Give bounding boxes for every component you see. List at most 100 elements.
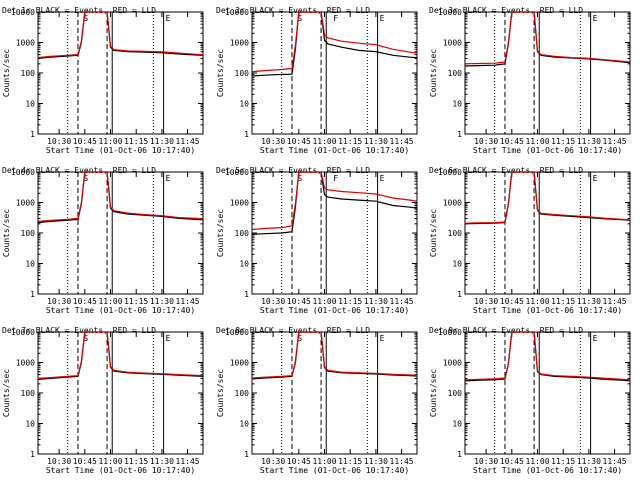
x-tick-label: 11:45: [603, 137, 627, 146]
x-tick-label: 11:30: [577, 297, 601, 306]
y-axis-label: Counts/sec: [216, 209, 225, 257]
marker-label: E: [166, 334, 171, 343]
series-line-events: [464, 171, 631, 225]
x-tick-label: 11:15: [338, 137, 362, 146]
chart-title: Det 5r BLACK = Events, RED = LLD: [216, 166, 370, 175]
marker-label: S: [83, 174, 88, 183]
plot-frame: [251, 11, 418, 135]
y-tick-label: 10000: [438, 8, 462, 17]
x-tick-label: 11:45: [390, 137, 414, 146]
y-tick-label: 1000: [230, 39, 249, 48]
marker-label: S: [83, 334, 88, 343]
x-tick-label: 11:45: [603, 457, 627, 466]
marker-label: E: [166, 14, 171, 23]
y-tick-label: 1000: [443, 199, 462, 208]
y-tick-label: 10: [452, 420, 462, 429]
y-tick-label: 100: [21, 389, 36, 398]
chart-panel-2: Det 2r BLACK = Events, RED = LLD 1 10 100 10…: [216, 6, 418, 155]
x-tick-label: 10:45: [287, 297, 311, 306]
x-tick-label: 10:30: [261, 137, 285, 146]
marker-label: E: [380, 174, 385, 183]
y-axis-label: Counts/sec: [429, 209, 438, 257]
y-axis-label: Counts/sec: [2, 49, 11, 97]
x-tick-label: 11:45: [390, 297, 414, 306]
x-axis-label: Start Time (01-Oct-06 10:17:40): [46, 466, 195, 475]
chart-panel-4: Det 4r BLACK = Events, RED = LLD 1 10 100 10…: [2, 166, 204, 315]
y-tick-label: 10000: [438, 168, 462, 177]
marker-label: E: [166, 174, 171, 183]
x-tick-label: 11:00: [98, 297, 122, 306]
x-tick-label: 11:00: [312, 457, 336, 466]
chart-panel-9: Det 9r BLACK = Events, RED = LLD 1 10 100 10…: [429, 326, 631, 475]
x-tick-label: 11:45: [390, 457, 414, 466]
series-line-events: [37, 11, 204, 59]
x-tick-label: 11:00: [525, 137, 549, 146]
y-tick-label: 1000: [443, 359, 462, 368]
y-tick-label: 10000: [11, 8, 35, 17]
series-line-events: [37, 331, 204, 380]
chart-panel-8: Det 8r BLACK = Events, RED = LLD 1 10 100 10…: [216, 326, 418, 475]
x-tick-label: 10:30: [47, 297, 71, 306]
y-tick-label: 1: [244, 130, 249, 139]
y-tick-label: 10: [25, 100, 35, 109]
x-axis-label: Start Time (01-Oct-06 10:17:40): [473, 466, 622, 475]
marker-label: E: [380, 14, 385, 23]
plot-frame: [464, 171, 631, 295]
x-tick-label: 11:15: [551, 297, 575, 306]
marker-label: F: [333, 14, 338, 23]
plot-frame: [37, 171, 204, 295]
x-tick-label: 10:45: [500, 297, 524, 306]
y-axis-label: Counts/sec: [216, 369, 225, 417]
x-tick-label: 11:30: [364, 457, 388, 466]
y-tick-label: 1: [30, 130, 35, 139]
marker-label: E: [593, 174, 598, 183]
x-tick-label: 10:45: [73, 297, 97, 306]
chart-title: Det 3r BLACK = Events, RED = LLD: [429, 6, 583, 15]
y-tick-label: 10: [239, 100, 249, 109]
x-tick-label: 11:00: [525, 297, 549, 306]
plot-frame: [251, 331, 418, 455]
y-tick-label: 1000: [230, 199, 249, 208]
x-tick-label: 10:45: [500, 457, 524, 466]
chart-title: Det 7r BLACK = Events, RED = LLD: [2, 326, 156, 335]
x-tick-label: 10:30: [261, 457, 285, 466]
x-tick-label: 10:30: [474, 297, 498, 306]
y-tick-label: 1: [457, 450, 462, 459]
y-tick-label: 10000: [225, 8, 249, 17]
y-tick-label: 10: [452, 260, 462, 269]
plot-frame: [464, 331, 631, 455]
x-axis-label: Start Time (01-Oct-06 10:17:40): [46, 306, 195, 315]
chart-panel-7: Det 7r BLACK = Events, RED = LLD 1 10 100 10…: [2, 326, 204, 475]
x-tick-label: 10:30: [47, 137, 71, 146]
y-tick-label: 100: [448, 389, 463, 398]
x-tick-label: 11:00: [525, 457, 549, 466]
y-axis-label: Counts/sec: [2, 369, 11, 417]
x-tick-label: 11:00: [98, 457, 122, 466]
marker-label: F: [333, 174, 338, 183]
marker-label: S: [297, 14, 302, 23]
plot-frame: [464, 11, 631, 135]
y-tick-label: 1: [30, 450, 35, 459]
x-axis-label: Start Time (01-Oct-06 10:17:40): [473, 306, 622, 315]
marker-label: E: [380, 334, 385, 343]
x-tick-label: 10:45: [287, 137, 311, 146]
chart-title: Det 4r BLACK = Events, RED = LLD: [2, 166, 156, 175]
series-line-lld: [464, 171, 631, 224]
y-tick-label: 10000: [438, 328, 462, 337]
x-axis-label: Start Time (01-Oct-06 10:17:40): [260, 146, 409, 155]
y-tick-label: 10: [239, 420, 249, 429]
marker-label: S: [83, 14, 88, 23]
chart-panel-3: Det 3r BLACK = Events, RED = LLD 1 10 100 10…: [429, 6, 631, 155]
x-tick-label: 10:30: [261, 297, 285, 306]
x-tick-label: 10:45: [500, 137, 524, 146]
series-line-lld: [251, 11, 418, 73]
x-tick-label: 11:45: [176, 137, 200, 146]
y-tick-label: 1: [457, 290, 462, 299]
y-tick-label: 1: [457, 130, 462, 139]
series-line-lld: [251, 331, 418, 379]
series-line-events: [464, 331, 631, 382]
series-line-events: [464, 11, 631, 67]
y-tick-label: 100: [235, 69, 250, 78]
x-tick-label: 11:15: [338, 457, 362, 466]
x-tick-label: 11:30: [577, 137, 601, 146]
